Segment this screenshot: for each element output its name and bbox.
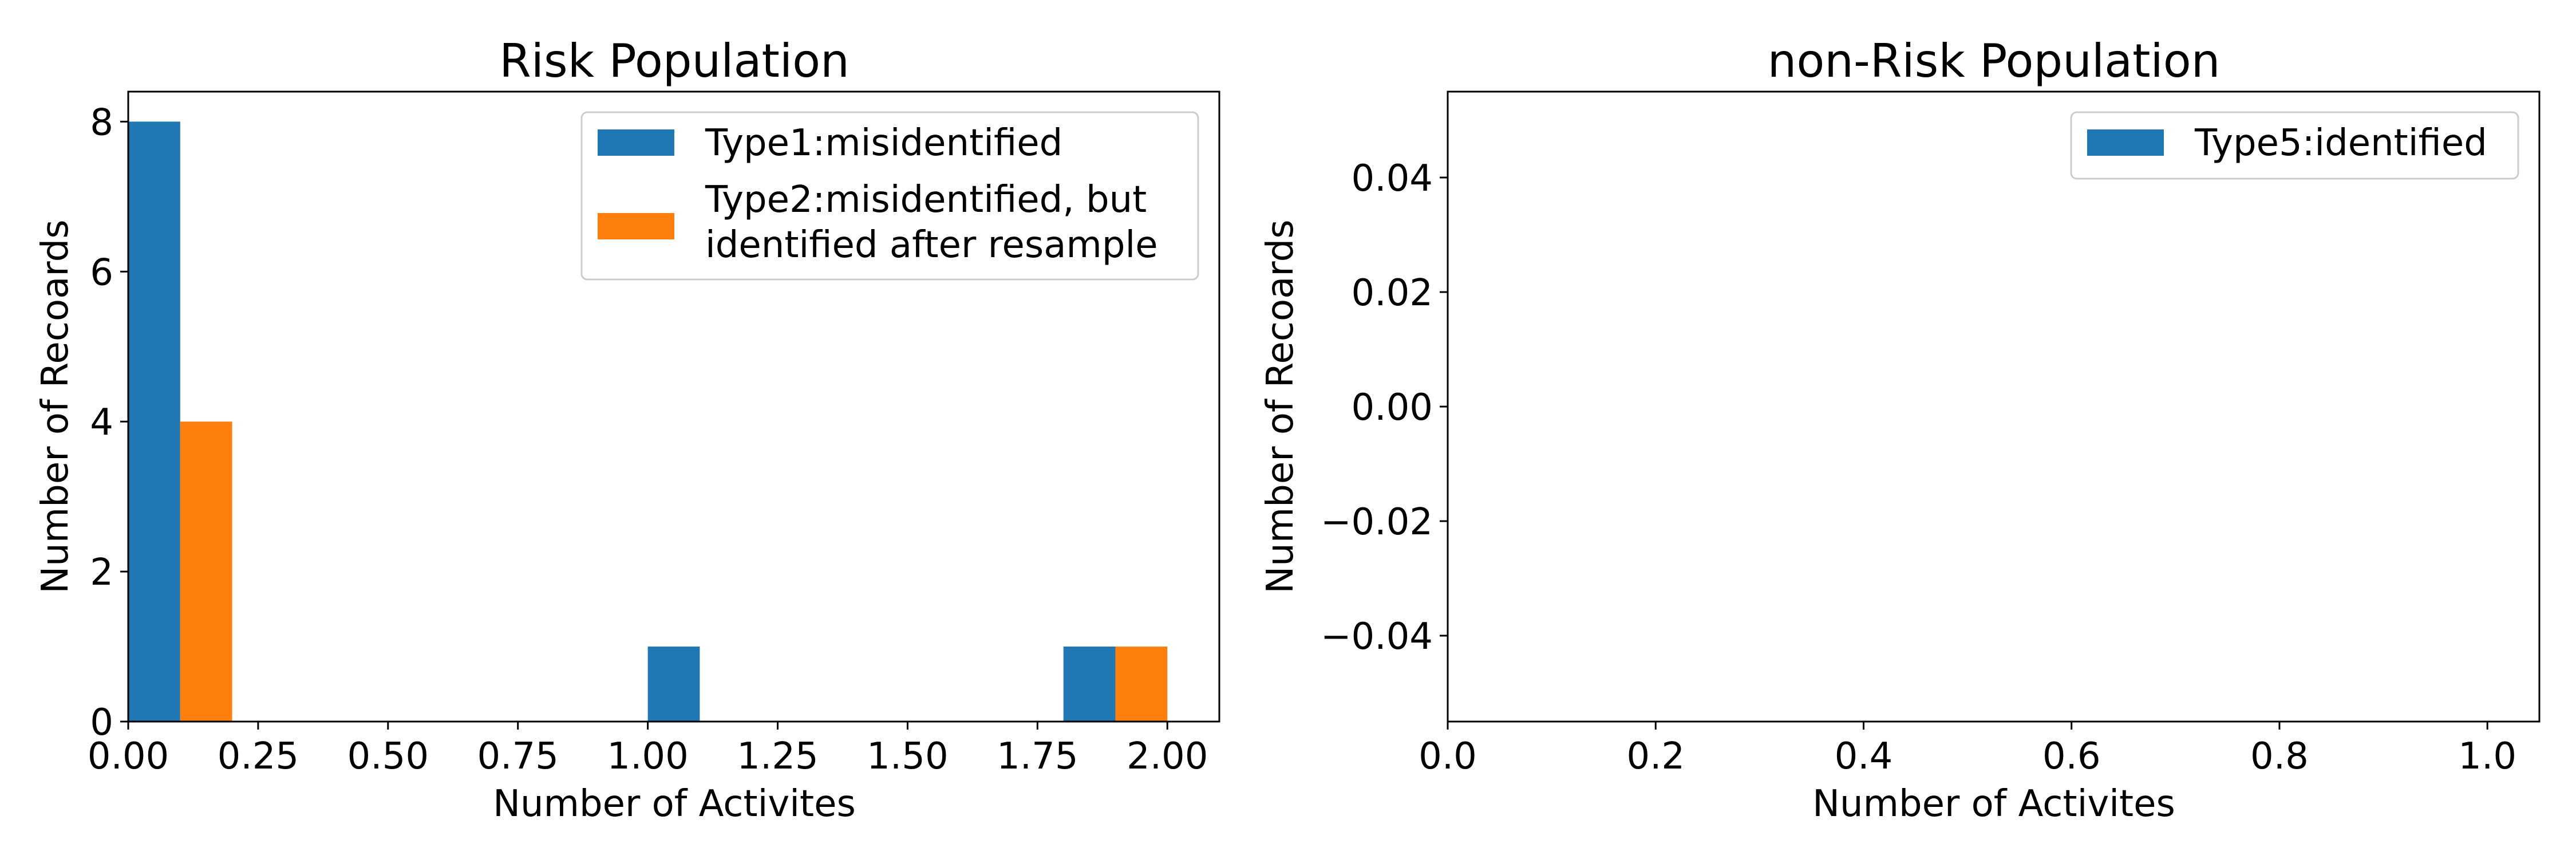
y-tick-label: 6 (90, 251, 113, 294)
bars-group (128, 121, 1168, 722)
x-tick-label: 0.6 (2042, 735, 2101, 778)
x-tick-label: 0.00 (88, 735, 169, 778)
x-axis-ticks: 0.00 0.25 0.50 0.75 1.00 1.25 1.50 1.75 2.00 (88, 722, 1208, 778)
chart-title: Risk Population (499, 34, 850, 88)
y-tick-label: 0.00 (1352, 387, 1433, 429)
x-tick-label: 1.25 (737, 735, 819, 778)
y-tick-label: −0.02 (1321, 501, 1433, 543)
y-axis-ticks: −0.04 −0.02 0.00 0.02 0.04 (1321, 157, 1448, 658)
bar (180, 421, 232, 722)
legend-label-type2-line2: identified after resample (705, 224, 1158, 266)
x-tick-label: 0.50 (347, 735, 429, 778)
legend-frame (2070, 111, 2519, 180)
bar (128, 121, 180, 722)
y-axis-label: Number of Recoards (1259, 219, 1302, 593)
x-axis-label: Number of Activites (1812, 783, 2175, 825)
x-axis-ticks: 0.0 0.2 0.4 0.6 0.8 1.0 (1419, 722, 2516, 778)
y-tick-label: 2 (90, 551, 113, 594)
y-axis-ticks: 0 2 4 6 8 (90, 101, 128, 744)
x-tick-label: 1.75 (997, 735, 1078, 778)
bar (1115, 647, 1168, 722)
y-tick-label: 8 (90, 101, 113, 144)
y-tick-label: 0.04 (1352, 157, 1433, 200)
x-tick-label: 0.75 (477, 735, 559, 778)
legend-label-type2: Type2:misidentified, but identified afte… (705, 179, 1159, 266)
y-tick-label: 4 (90, 401, 113, 444)
non-risk-population-chart: non-Risk Population 0.0 0.2 0.4 0.6 0.8 1.0 −… (1259, 34, 2541, 825)
legend: Type5:identified (2070, 111, 2519, 180)
legend-label-type2-line1: Type2:misidentified, but (705, 179, 1147, 221)
legend-swatch-type2 (598, 213, 674, 239)
x-tick-label: 2.00 (1127, 735, 1208, 778)
x-tick-label: 0.25 (218, 735, 299, 778)
legend: Type1:misidentified Type2:misidentified,… (580, 111, 1199, 281)
x-tick-label: 1.00 (607, 735, 689, 778)
legend-label-type1: Type1:misidentified (705, 122, 1062, 164)
legend-label-type5: Type5:identified (2194, 122, 2487, 164)
legend-frame (580, 111, 1199, 281)
x-tick-label: 0.8 (2250, 735, 2309, 778)
x-tick-label: 0.2 (1626, 735, 1685, 778)
y-tick-label: −0.04 (1321, 616, 1433, 658)
legend-swatch-type5 (2087, 129, 2164, 156)
y-axis-label: Number of Recoards (34, 219, 77, 593)
risk-population-chart: Risk Population 0.00 0.25 0.50 0.75 1.00 1.25… (34, 34, 1220, 825)
x-tick-label: 1.50 (867, 735, 949, 778)
bar (647, 647, 700, 722)
chart-title: non-Risk Population (1768, 34, 2221, 88)
legend-swatch-type1 (598, 129, 674, 156)
plot-frame (1447, 90, 2541, 723)
x-tick-label: 1.0 (2458, 735, 2516, 778)
y-tick-label: 0.02 (1352, 272, 1433, 314)
plot-frame (127, 90, 1220, 723)
y-tick-label: 0 (90, 702, 113, 744)
x-axis-label: Number of Activites (493, 783, 856, 825)
bar (1063, 647, 1116, 722)
x-tick-label: 0.0 (1419, 735, 1477, 778)
x-tick-label: 0.4 (1835, 735, 1893, 778)
